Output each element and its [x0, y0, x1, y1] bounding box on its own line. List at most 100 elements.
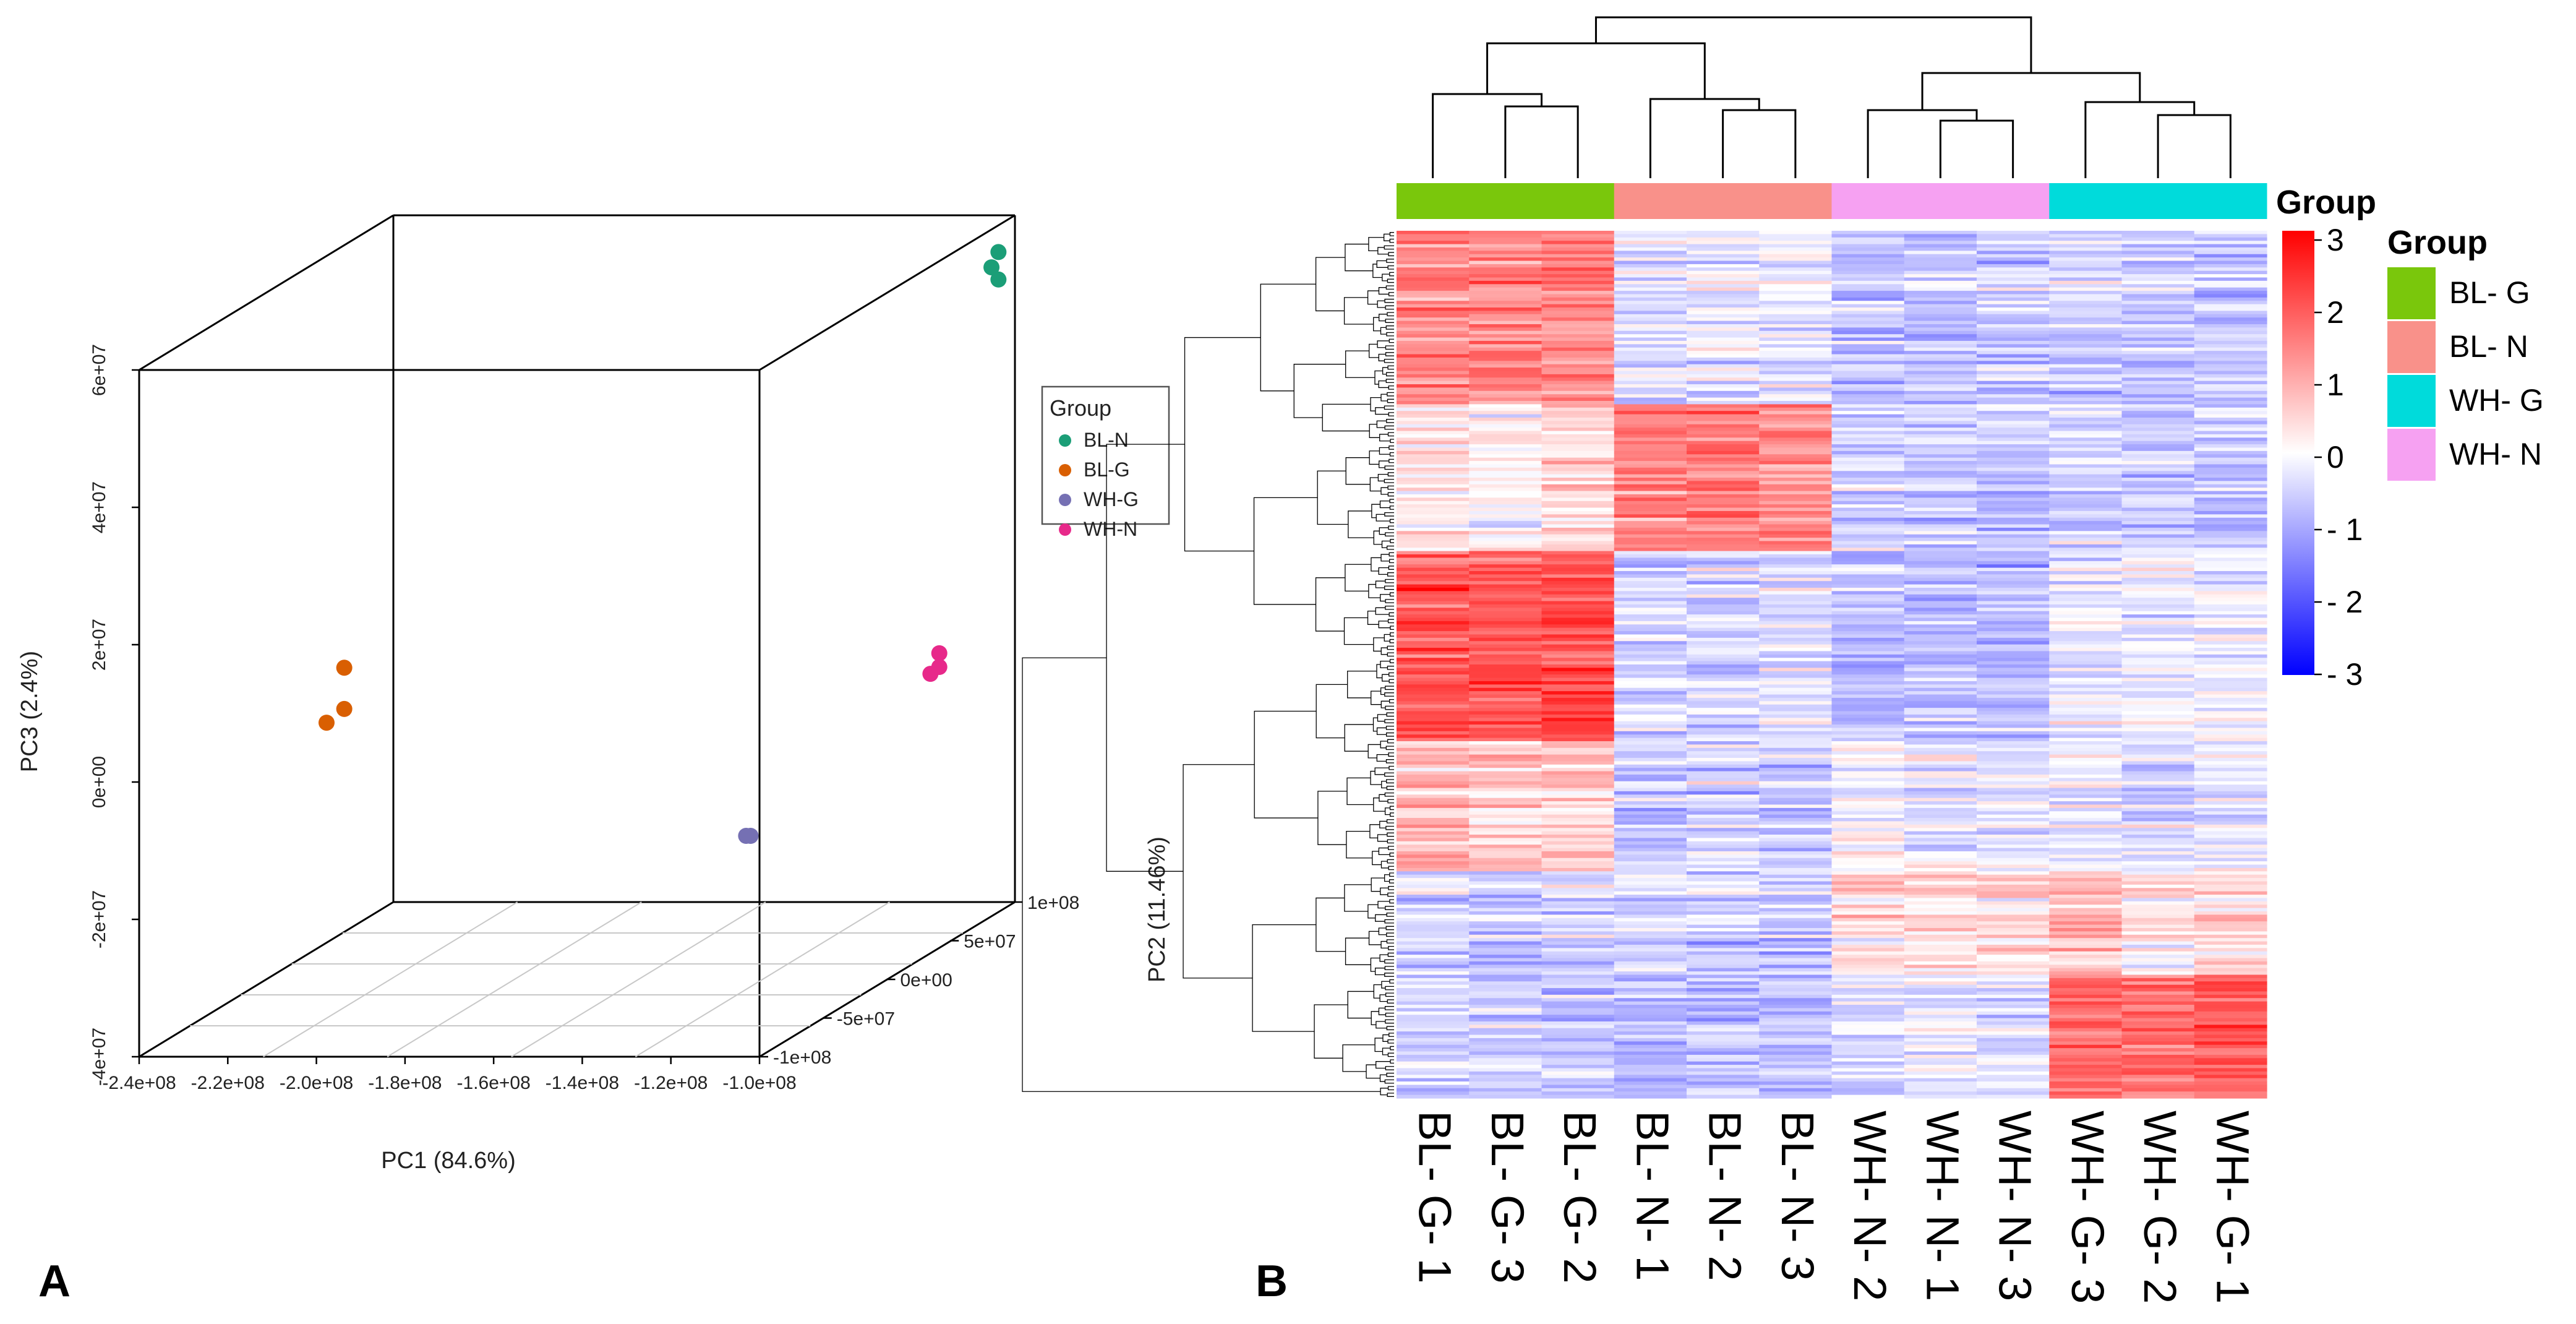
heatmap-cell [1831, 1044, 1905, 1049]
heatmap-cell [1904, 791, 1977, 795]
heatmap-cell [1759, 931, 1833, 935]
heatmap-cell [1977, 1048, 2050, 1052]
row-dendro-branch [1370, 770, 1382, 785]
heatmap-cell [1469, 1081, 1543, 1086]
heatmap-cell [2049, 264, 2123, 268]
heatmap-cell [1469, 447, 1543, 452]
heatmap-cell [1904, 574, 1977, 578]
heatmap-cell [2194, 757, 2267, 762]
heatmap-cell [1541, 757, 1615, 762]
row-dendro-branch [1386, 545, 1394, 550]
column-label: WH- G- 3 [2062, 1111, 2113, 1304]
heatmap-cell [1831, 658, 1905, 662]
heatmap-cell [1469, 231, 1543, 234]
heatmap-cell [2121, 1061, 2195, 1065]
heatmap-cell [1759, 340, 1833, 345]
heatmap-cell [2049, 454, 2123, 458]
heatmap-cell [1614, 527, 1687, 531]
heatmap-cell [1687, 711, 1760, 715]
heatmap-cell [1541, 231, 1615, 234]
heatmap-cell [2121, 931, 2195, 935]
heatmap-cell [1397, 864, 1470, 869]
heatmap-cell [2121, 260, 2195, 265]
heatmap-cell [1541, 284, 1615, 288]
heatmap-cell [2049, 591, 2123, 595]
heatmap-cell [1831, 864, 1905, 869]
row-dendro-branch [1384, 719, 1394, 724]
heatmap-cell [2121, 531, 2195, 535]
heatmap-cell [2049, 1025, 2123, 1029]
heatmap-cell [1614, 1008, 1687, 1012]
heatmap-cell [1397, 497, 1470, 502]
row-dendro-branch [1371, 1011, 1379, 1026]
heatmap-cell [1831, 260, 1905, 265]
panel-a-label: A [38, 1257, 71, 1306]
heatmap-cell [1759, 651, 1833, 655]
heatmap-cell [1541, 951, 1615, 955]
heatmap-cell [1614, 734, 1687, 739]
heatmap-cell [2194, 478, 2267, 482]
heatmap-cell [1614, 944, 1687, 948]
heatmap-cell [1397, 531, 1470, 535]
heatmap-cell [2194, 841, 2267, 845]
heatmap-cell [1904, 718, 1977, 722]
row-dendro-branch [1344, 884, 1372, 912]
heatmap-cell [1614, 457, 1687, 462]
heatmap-cell [1614, 371, 1687, 375]
heatmap-cell [2049, 374, 2123, 378]
heatmap-cell [2121, 1088, 2195, 1092]
heatmap-cell [1687, 654, 1760, 658]
heatmap-cell [1831, 841, 1905, 845]
heatmap-cell [1831, 851, 1905, 855]
heatmap-cell [1687, 364, 1760, 368]
heatmap-cell [1397, 387, 1470, 392]
pca-floor-grid [190, 901, 963, 1057]
heatmap-cell [1614, 548, 1687, 552]
heatmap-cell [2194, 368, 2267, 372]
heatmap-cell [1614, 421, 1687, 425]
heatmap-cell [2194, 608, 2267, 612]
heatmap-cell [1469, 380, 1543, 385]
heatmap-cell [1614, 627, 1687, 632]
heatmap-cell [1541, 587, 1615, 591]
heatmap-cell [1469, 320, 1543, 325]
heatmap-cell [1541, 624, 1615, 629]
row-dendro-branch [1343, 617, 1374, 645]
heatmap-cell [2194, 1054, 2267, 1059]
row-dendro-branch [1345, 564, 1371, 592]
heatmap-cell [1831, 368, 1905, 372]
heatmap-cell [2121, 871, 2195, 875]
group-bar-cell [1904, 183, 1977, 219]
heatmap-cell [1614, 1075, 1687, 1079]
heatmap-cell [1687, 1001, 1760, 1005]
heatmap-cell [1904, 587, 1977, 591]
row-dendro-branch [1373, 637, 1385, 652]
heatmap-cell [1541, 264, 1615, 268]
heatmap-cell [1759, 895, 1833, 899]
heatmap-cell [1759, 891, 1833, 895]
heatmap-cell [2121, 1015, 2195, 1019]
heatmap-cell [1397, 394, 1470, 398]
row-dendro-branch [1390, 539, 1394, 543]
heatmap-cell [1831, 974, 1905, 979]
heatmap-cell [1759, 1018, 1833, 1022]
heatmap-cell [2049, 1051, 2123, 1055]
pc2-axis-label: PC2 (11.46%) [1144, 836, 1170, 982]
heatmap-cell [1469, 431, 1543, 435]
heatmap-cell [1687, 347, 1760, 351]
heatmap-cell [2194, 1021, 2267, 1025]
heatmap-cell [1541, 524, 1615, 528]
heatmap-cell [1469, 1088, 1543, 1092]
row-dendro-branch [1389, 592, 1394, 597]
heatmap-cell [1541, 1028, 1615, 1032]
heatmap-cell [1469, 1001, 1543, 1005]
heatmap-cell [1759, 714, 1833, 718]
heatmap-cell [1831, 1094, 1905, 1099]
heatmap-cell [1831, 407, 1905, 411]
heatmap-cell [1831, 801, 1905, 806]
heatmap-cell [2194, 421, 2267, 425]
heatmap-cell [1687, 254, 1760, 258]
heatmap-cell [1541, 234, 1615, 238]
heatmap-cell [2049, 671, 2123, 675]
heatmap-cell [1614, 931, 1687, 935]
